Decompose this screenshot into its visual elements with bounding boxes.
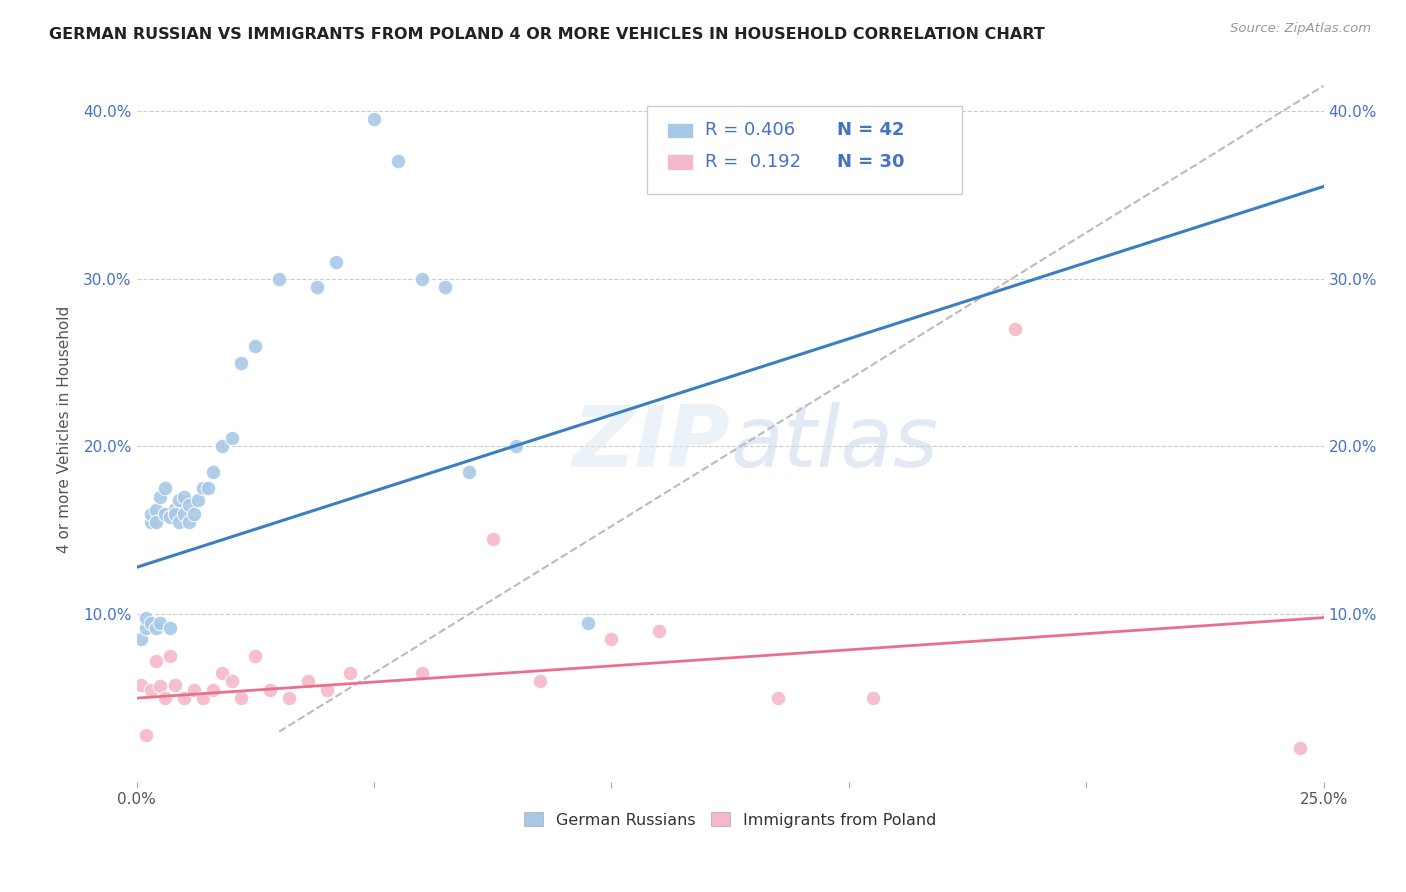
Point (163, 678, 186, 692)
Point (363, 112, 385, 127)
Point (307, 280, 329, 294)
Point (145, 621, 167, 635)
Point (267, 271, 290, 285)
Point (339, 665, 361, 680)
Point (169, 493, 191, 508)
Text: Source: ZipAtlas.com: Source: ZipAtlas.com (1230, 22, 1371, 36)
Point (315, 682, 337, 697)
Point (131, 678, 153, 692)
Point (153, 482, 176, 496)
Bar (668, 122, 693, 138)
Text: R = 0.406: R = 0.406 (706, 121, 796, 139)
Point (229, 356, 252, 370)
Point (1288, 741, 1310, 756)
Point (191, 482, 214, 496)
Point (529, 674, 551, 689)
Y-axis label: 4 or more Vehicles in Household: 4 or more Vehicles in Household (58, 306, 72, 553)
Point (576, 615, 599, 630)
Point (434, 280, 457, 294)
Point (145, 515, 167, 529)
Point (411, 665, 433, 680)
Point (139, 682, 162, 697)
Point (177, 498, 200, 512)
Point (163, 501, 186, 516)
Point (1004, 322, 1026, 336)
Point (411, 271, 433, 285)
Point (229, 691, 252, 706)
Point (862, 691, 884, 706)
Point (245, 339, 267, 353)
Point (135, 610, 157, 624)
Point (159, 510, 181, 524)
Point (458, 465, 481, 479)
Point (325, 255, 347, 269)
Point (153, 507, 176, 521)
Point (149, 490, 172, 504)
Point (245, 649, 267, 664)
Point (159, 621, 181, 635)
Text: N = 30: N = 30 (837, 153, 904, 171)
Point (211, 665, 233, 680)
Point (600, 632, 623, 647)
Point (149, 615, 172, 630)
Point (169, 515, 191, 529)
Point (183, 507, 205, 521)
Point (221, 674, 243, 689)
Point (201, 682, 224, 697)
Point (173, 507, 195, 521)
Point (211, 440, 233, 454)
Point (177, 515, 200, 529)
Point (131, 632, 153, 647)
Legend: German Russians, Immigrants from Poland: German Russians, Immigrants from Poland (517, 806, 943, 834)
Point (191, 691, 214, 706)
Point (149, 679, 172, 693)
Point (183, 682, 205, 697)
Point (766, 691, 789, 706)
Point (173, 490, 195, 504)
Point (259, 682, 281, 697)
Bar (668, 154, 693, 169)
Point (197, 482, 219, 496)
Point (153, 691, 176, 706)
Text: R =  0.192: R = 0.192 (706, 153, 801, 171)
Point (277, 691, 299, 706)
Text: GERMAN RUSSIAN VS IMMIGRANTS FROM POLAND 4 OR MORE VEHICLES IN HOUSEHOLD CORRELA: GERMAN RUSSIAN VS IMMIGRANTS FROM POLAND… (49, 27, 1045, 42)
Point (505, 440, 527, 454)
FancyBboxPatch shape (647, 105, 962, 194)
Point (145, 503, 167, 517)
Point (139, 507, 162, 521)
Point (387, 154, 409, 169)
Point (135, 621, 157, 635)
Point (139, 615, 162, 630)
Point (481, 532, 503, 546)
Point (187, 493, 209, 508)
Point (297, 674, 319, 689)
Point (173, 691, 195, 706)
Point (648, 624, 671, 638)
Point (201, 465, 224, 479)
Point (139, 515, 162, 529)
Point (135, 728, 157, 742)
Text: ZIP: ZIP (572, 402, 730, 485)
Point (159, 649, 181, 664)
Point (145, 654, 167, 668)
Point (221, 431, 243, 445)
Text: atlas: atlas (730, 402, 938, 485)
Point (163, 507, 186, 521)
Text: N = 42: N = 42 (837, 121, 904, 139)
